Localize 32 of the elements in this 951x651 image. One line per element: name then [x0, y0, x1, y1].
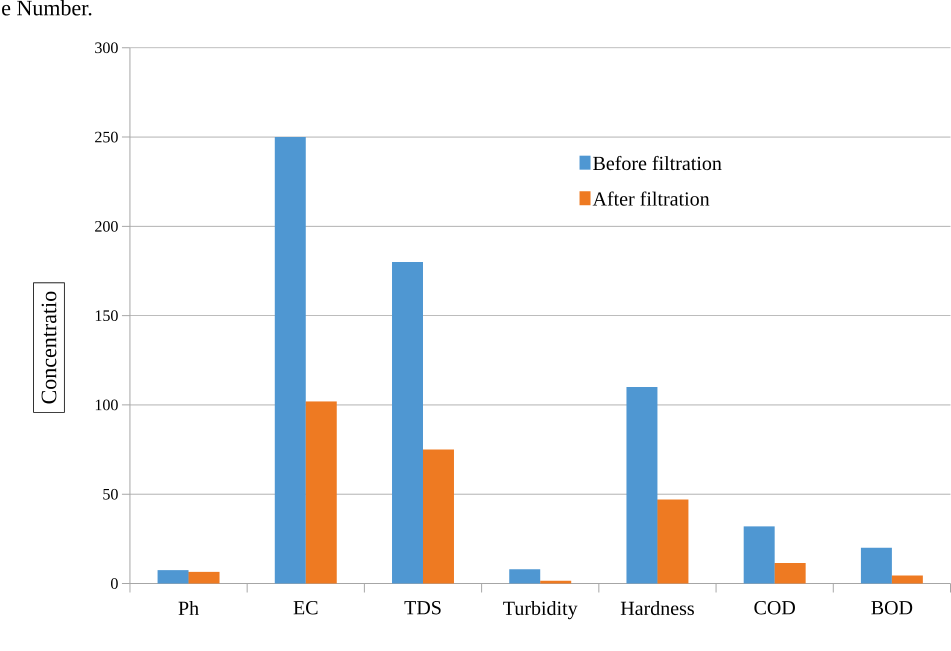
y-tick-label: 300 [95, 42, 118, 53]
y-tick-label: 250 [95, 131, 118, 142]
x-tick-label: BOD [871, 600, 912, 614]
y-tick-label: 150 [96, 310, 118, 321]
x-tick-label: TDS [404, 600, 441, 614]
legend-label: Before filtration [593, 156, 722, 170]
y-tick-label: 50 [103, 488, 118, 500]
bar [306, 401, 337, 584]
bar [509, 568, 540, 584]
bar [774, 562, 806, 584]
bar [892, 575, 923, 584]
x-tick-label: EC [294, 600, 318, 614]
x-tick-label: Turbidity [503, 600, 578, 619]
bar [274, 136, 306, 584]
y-tick-label: 200 [95, 220, 118, 232]
bar [860, 548, 892, 584]
bar [158, 570, 189, 584]
bar [392, 262, 423, 584]
bar [626, 386, 658, 584]
x-tick-label: Ph [178, 600, 199, 615]
text: e Number. [2, 0, 92, 16]
bar [744, 526, 775, 584]
y-tick-label: 100 [96, 399, 118, 410]
y-axis-title: Concentratio [42, 291, 56, 404]
bar [188, 572, 220, 584]
legend-label: After filtration [592, 191, 710, 206]
bar [540, 580, 572, 584]
x-tick-label: Hardness [620, 600, 694, 615]
bar [657, 499, 688, 584]
x-tick-label: COD [754, 600, 795, 614]
y-tick-label: 0 [111, 578, 118, 589]
bar [423, 449, 454, 584]
